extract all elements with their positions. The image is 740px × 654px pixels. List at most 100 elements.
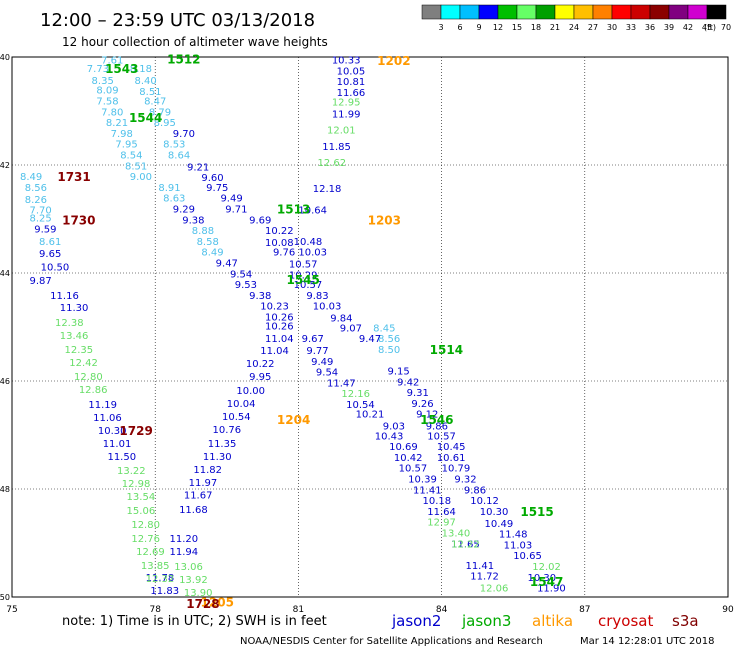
swh-value: 8.09: [96, 86, 118, 97]
swh-value: 10.81: [337, 77, 366, 88]
track-id-label: 1545: [286, 273, 319, 287]
swh-value: 10.57: [427, 431, 456, 442]
swh-value: 9.77: [306, 346, 328, 357]
swh-value: 8.63: [163, 194, 185, 205]
swh-value: 11.06: [93, 413, 122, 424]
swh-value: 10.03: [298, 248, 327, 259]
swh-value: 12.16: [341, 389, 370, 400]
swh-value: 11.19: [88, 400, 117, 411]
colorbar-swatch: [516, 4, 537, 20]
swh-value: 7.61: [101, 55, 123, 66]
data-points: 7.617.738.358.097.587.808.217.987.958.54…: [20, 55, 566, 598]
swh-value: 10.42: [394, 453, 423, 464]
colorbar-label: 39: [664, 23, 674, 32]
swh-value: 13.22: [117, 466, 146, 477]
swh-value: 9.49: [311, 357, 333, 368]
swh-value: 11.85: [322, 142, 351, 153]
x-tick-label: 87: [579, 605, 590, 615]
colorbar-label: 15: [512, 23, 522, 32]
track-id-label: 1512: [167, 52, 200, 66]
legend-s3a: s3a: [672, 612, 699, 630]
colorbar-label: 9: [476, 23, 481, 32]
x-tick-label: 75: [6, 605, 17, 615]
swh-value: 13.54: [127, 492, 156, 503]
swh-value: 11.78: [146, 573, 175, 584]
swh-value: 8.61: [39, 237, 61, 248]
swh-value: 8.21: [106, 118, 128, 129]
swh-value: 7.73: [87, 64, 109, 75]
swh-value: 8.47: [144, 97, 166, 108]
swh-value: 12.32: [146, 574, 175, 585]
x-tick-label: 78: [149, 605, 161, 615]
footer-timestamp: Mar 14 12:28:01 UTC 2018: [580, 636, 715, 647]
chart-subtitle: 12 hour collection of altimeter wave hei…: [62, 35, 328, 49]
swh-value: 12.98: [122, 479, 151, 490]
swh-value: 10.43: [375, 431, 404, 442]
swh-value: 9.87: [30, 276, 52, 287]
colorbar-label: 70: [721, 23, 731, 32]
swh-value: 10.30: [98, 426, 127, 437]
swh-value: 10.26: [265, 322, 294, 333]
swh-value: 8.49: [201, 248, 223, 259]
swh-value: 12.35: [65, 345, 94, 356]
swh-value: 12.86: [79, 385, 108, 396]
swh-value: 11.41: [413, 485, 442, 496]
legend-altika: altika: [532, 612, 573, 630]
track-id-label: 1513: [277, 203, 310, 217]
colorbar-label: 24: [569, 23, 579, 32]
swh-value: 10.65: [513, 551, 542, 562]
colorbar-swatch: [554, 4, 575, 20]
swh-value: 9.69: [249, 215, 271, 226]
track-id-label: 1731: [57, 170, 90, 184]
swh-value: 9.53: [235, 280, 257, 291]
swh-value: 10.33: [332, 55, 361, 66]
grid: [12, 57, 728, 597]
axis-ticks: 75 78 81 84 87 90 -40 -42 -44 -46 -48 -50: [0, 53, 734, 615]
swh-value: 13.40: [442, 529, 471, 540]
swh-value: 11.99: [332, 109, 361, 120]
swh-value: 12.22: [451, 539, 480, 550]
swh-value: 10.08: [265, 238, 294, 249]
swh-value: 7.58: [96, 97, 118, 108]
swh-value: 9.95: [249, 372, 271, 383]
y-tick-label: -48: [0, 485, 10, 494]
swh-value: 11.16: [50, 291, 79, 302]
swh-value: 10.23: [260, 302, 289, 313]
colorbar-swatch: [592, 4, 613, 20]
swh-value: 9.54: [230, 269, 252, 280]
swh-value: 10.54: [222, 412, 251, 423]
y-tick-label: -42: [0, 161, 10, 170]
swh-value: 11.97: [189, 478, 218, 489]
colorbar-swatch: [478, 4, 499, 20]
plot-frame: [11, 56, 729, 598]
swh-value: 11.68: [179, 505, 208, 516]
satellite-legend: jason2 jason3 altika cryosat s3a: [391, 612, 699, 630]
swh-value: 11.20: [170, 534, 199, 545]
units-note: note: 1) Time is in UTC; 2) SWH is in fe…: [62, 614, 327, 629]
track-id-label: 1515: [520, 505, 553, 519]
swh-value: 9.38: [182, 215, 204, 226]
colorbar-label: 30: [607, 23, 617, 32]
swh-value: 10.18: [423, 496, 452, 507]
track-id-label: 1730: [62, 213, 95, 227]
swh-value: 10.79: [442, 464, 471, 475]
swh-value: 13.46: [60, 331, 89, 342]
colorbar-label: 6: [457, 23, 462, 32]
swh-value: 10.50: [41, 262, 70, 273]
swh-value: 10.22: [246, 359, 275, 370]
swh-value: 9.07: [340, 323, 362, 334]
swh-value: 10.00: [236, 386, 265, 397]
swh-value: 12.02: [532, 562, 561, 573]
track-id-label: 1729: [119, 424, 152, 438]
colorbar-swatch: [668, 4, 689, 20]
swh-value: 11.94: [170, 547, 199, 558]
swh-value: 10.57: [399, 464, 428, 475]
legend-jason2: jason2: [391, 612, 441, 630]
swh-value: 9.12: [416, 410, 438, 421]
colorbar-label: (ft): [704, 23, 716, 32]
swh-value: 8.88: [192, 226, 214, 237]
swh-value: 15.06: [127, 506, 156, 517]
swh-value: 10.04: [227, 399, 256, 410]
x-tick-label: 90: [722, 605, 734, 615]
